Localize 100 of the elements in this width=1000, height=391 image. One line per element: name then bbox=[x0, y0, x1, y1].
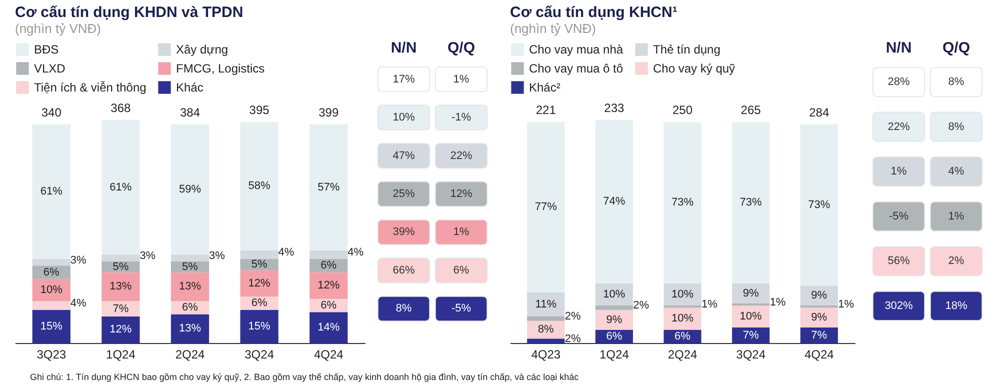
text: 56% bbox=[888, 255, 910, 268]
bar bbox=[102, 301, 140, 316]
data-label: 58% bbox=[248, 180, 271, 192]
legend-label: VLXD bbox=[34, 62, 66, 76]
data-label: 15% bbox=[40, 320, 63, 332]
text: 1% bbox=[948, 210, 964, 222]
data-label: 6% bbox=[674, 330, 691, 342]
legend-label: Cho vay mua nhà bbox=[529, 42, 624, 57]
x-tick-label: 1Q24 bbox=[600, 348, 630, 362]
data-label: 5% bbox=[112, 260, 129, 273]
text: 18% bbox=[945, 300, 968, 312]
data-label: 10% bbox=[671, 288, 694, 300]
bar bbox=[664, 305, 702, 308]
bar bbox=[664, 308, 702, 330]
bar bbox=[664, 283, 702, 306]
text: 10% bbox=[392, 112, 415, 124]
text: 265 bbox=[740, 103, 762, 118]
data-label: 3% bbox=[209, 250, 226, 262]
legend-label: Xây dựng bbox=[176, 42, 228, 57]
data-label: 4% bbox=[278, 246, 294, 259]
chart-subtitle: (nghìn tỷ VNĐ) bbox=[510, 21, 596, 36]
chart-title: Cơ cấu tín dụng KHDN và TPDN bbox=[15, 4, 244, 21]
data-label: 2% bbox=[564, 310, 581, 323]
data-label: 1% bbox=[770, 296, 786, 308]
text: 395 bbox=[249, 103, 270, 118]
data-label: 12% bbox=[318, 280, 340, 292]
legend-label: Cho vay ký quỹ bbox=[653, 62, 736, 76]
data-label: 1% bbox=[702, 298, 718, 311]
legend-label: Thẻ tín dụng bbox=[653, 42, 720, 57]
bar bbox=[32, 124, 70, 260]
bar bbox=[170, 124, 210, 255]
text: 8% bbox=[396, 302, 412, 315]
text: 233 bbox=[604, 100, 625, 115]
data-label: 6% bbox=[182, 302, 198, 314]
text: 25% bbox=[392, 188, 415, 200]
text: 1% bbox=[453, 73, 470, 86]
text: 12% bbox=[450, 188, 472, 200]
x-tick-label: 3Q24 bbox=[244, 348, 274, 362]
legend-label: Tiện ích & viễn thông bbox=[34, 80, 146, 94]
data-label: 4% bbox=[70, 297, 87, 310]
bar bbox=[800, 308, 838, 328]
text: 47% bbox=[392, 150, 415, 162]
data-label: 11% bbox=[535, 298, 557, 310]
data-label: 9% bbox=[742, 287, 759, 300]
data-label: 1% bbox=[838, 298, 854, 311]
data-label: 4% bbox=[348, 246, 364, 259]
text: 368 bbox=[110, 100, 132, 115]
text: 302% bbox=[884, 300, 913, 312]
data-label: 10% bbox=[603, 288, 626, 300]
text: -5% bbox=[451, 302, 472, 315]
bar bbox=[732, 328, 770, 343]
data-label: 12% bbox=[110, 324, 132, 336]
data-label: 61% bbox=[110, 181, 132, 194]
data-label: 13% bbox=[110, 280, 132, 293]
text: 2% bbox=[948, 255, 964, 268]
x-tick-label: 1Q24 bbox=[106, 348, 136, 362]
text: Ghi chú: 1. Tín dụng KHCN bao gồm cho vay ký quỹ, 2. Bao gồm vay thế chấp, vay kinh doanh hộ gia đình, vay tín chấp, và các loại khác bbox=[30, 372, 579, 382]
text: 384 bbox=[180, 105, 200, 120]
data-label: 2% bbox=[633, 300, 650, 312]
data-label: 14% bbox=[318, 322, 340, 334]
x-tick-label: 3Q23 bbox=[36, 348, 66, 362]
bar bbox=[664, 122, 702, 284]
text: 8% bbox=[948, 76, 964, 88]
bar bbox=[310, 250, 348, 260]
data-label: 9% bbox=[811, 290, 828, 302]
bar bbox=[170, 254, 210, 262]
bar bbox=[800, 124, 838, 286]
x-tick-label: 4Q24 bbox=[804, 348, 834, 362]
text: -1% bbox=[451, 112, 472, 124]
data-label: 15% bbox=[248, 320, 271, 332]
bar bbox=[527, 338, 565, 343]
category-label: N/N bbox=[886, 40, 912, 56]
legend-label: Khác² bbox=[529, 80, 560, 94]
data-label: 7% bbox=[112, 302, 129, 315]
legend-label: Khác bbox=[176, 80, 204, 94]
bar bbox=[102, 316, 140, 343]
legend-label: Cho vay mua ô tô bbox=[529, 62, 624, 76]
data-label: 6% bbox=[320, 299, 337, 312]
category-label: Q/Q bbox=[942, 40, 970, 56]
bar bbox=[240, 310, 278, 343]
bar bbox=[240, 250, 278, 260]
text: 1% bbox=[890, 166, 907, 178]
data-label: 73% bbox=[671, 196, 694, 209]
text: 221 bbox=[536, 103, 556, 118]
data-label: 10% bbox=[740, 310, 762, 322]
category-label: N/N bbox=[390, 40, 417, 56]
bar bbox=[527, 316, 565, 321]
x-tick-label: 2Q24 bbox=[175, 348, 205, 362]
data-label: 73% bbox=[808, 198, 830, 211]
text: 340 bbox=[41, 105, 62, 120]
bar bbox=[170, 314, 210, 343]
text: 284 bbox=[809, 105, 830, 120]
data-label: 73% bbox=[740, 196, 762, 209]
bar bbox=[102, 120, 140, 255]
text: 399 bbox=[318, 105, 339, 120]
bar bbox=[527, 292, 565, 316]
data-label: 6% bbox=[320, 260, 337, 272]
bar bbox=[310, 312, 348, 343]
data-label: 59% bbox=[178, 183, 202, 196]
bar bbox=[170, 272, 210, 302]
